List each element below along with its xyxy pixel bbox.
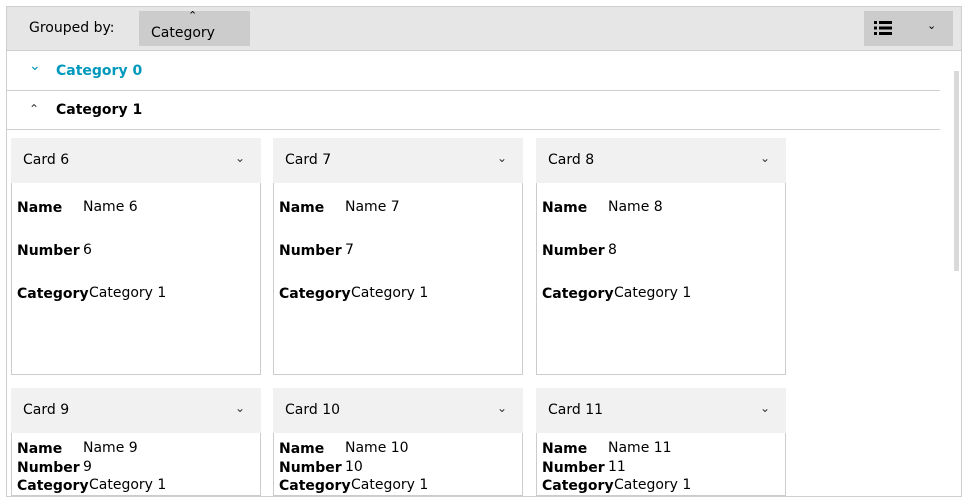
field-value: Category 1 xyxy=(614,285,692,301)
field-value: 7 xyxy=(345,242,354,258)
field-value: Category 1 xyxy=(614,477,692,493)
card[interactable]: Card 9 ⌄ Name Name 9 Number 9 Category Categ… xyxy=(11,388,261,496)
field-value: 6 xyxy=(83,242,92,258)
field-label: Name xyxy=(542,200,588,216)
card[interactable]: Card 10 ⌄ Name Name 10 Number 10 Category Ca… xyxy=(273,388,523,496)
field-label: Category xyxy=(279,478,351,494)
chevron-down-icon[interactable]: ⌄ xyxy=(759,401,770,415)
chevron-up-icon[interactable]: ⌃ xyxy=(188,9,198,22)
field-value: Category 1 xyxy=(351,285,429,301)
group-chip-category[interactable]: ⌃ Category xyxy=(139,9,250,46)
group-header-category-1[interactable]: ⌃ Category 1 xyxy=(7,91,940,130)
chevron-down-icon[interactable]: ⌄ xyxy=(234,151,245,165)
field-label: Category xyxy=(542,478,614,494)
field-value: Category 1 xyxy=(89,285,167,301)
field-label: Name xyxy=(17,441,63,457)
chevron-down-icon[interactable]: ⌄ xyxy=(234,401,245,415)
card[interactable]: Card 7 ⌄ Name Name 7 Number 7 Category Categ… xyxy=(273,138,523,375)
card-title: Card 10 xyxy=(285,402,341,418)
chevron-down-icon[interactable]: ⌄ xyxy=(496,401,507,415)
field-value: 9 xyxy=(83,459,92,475)
field-value: Name 8 xyxy=(608,199,663,215)
card[interactable]: Card 8 ⌄ Name Name 8 Number 8 Category Categ… xyxy=(536,138,786,375)
card-header[interactable]: Card 7 ⌄ xyxy=(273,138,523,183)
field-label: Number xyxy=(542,243,605,259)
field-label: Category xyxy=(542,286,614,302)
grouped-by-label: Grouped by: xyxy=(29,20,115,36)
groups-panel: ⌄ Category 0 ⌃ Category 1 Card 6 ⌄ Name Na… xyxy=(7,52,961,496)
group-chip-label: Category xyxy=(151,25,215,41)
card-header[interactable]: Card 10 ⌄ xyxy=(273,388,523,433)
list-icon xyxy=(874,21,892,35)
field-label: Number xyxy=(279,243,342,259)
card-header[interactable]: Card 11 ⌄ xyxy=(536,388,786,433)
field-label: Name xyxy=(279,200,325,216)
card-title: Card 7 xyxy=(285,152,332,168)
group-title: Category 0 xyxy=(56,63,143,79)
field-label: Category xyxy=(17,286,89,302)
field-value: Category 1 xyxy=(351,477,429,493)
field-value: Name 9 xyxy=(83,440,138,456)
card[interactable]: Card 6 ⌄ Name Name 6 Number 6 Category Categ… xyxy=(11,138,261,375)
card-header[interactable]: Card 9 ⌄ xyxy=(11,388,261,433)
chevron-down-icon[interactable]: ⌄ xyxy=(759,151,770,165)
group-title: Category 1 xyxy=(56,102,143,118)
card-title: Card 6 xyxy=(23,152,70,168)
field-value: Name 6 xyxy=(83,199,138,215)
field-label: Name xyxy=(279,441,325,457)
card-title: Card 8 xyxy=(548,152,595,168)
group-header-category-0[interactable]: ⌄ Category 0 xyxy=(7,52,940,91)
chevron-up-icon[interactable]: ⌃ xyxy=(29,102,40,116)
field-label: Number xyxy=(17,460,80,476)
field-label: Category xyxy=(279,286,351,302)
card-header[interactable]: Card 6 ⌄ xyxy=(11,138,261,183)
card-header[interactable]: Card 8 ⌄ xyxy=(536,138,786,183)
card-title: Card 9 xyxy=(23,402,70,418)
field-value: Name 10 xyxy=(345,440,409,456)
field-value: Name 7 xyxy=(345,199,400,215)
field-value: 11 xyxy=(608,459,626,475)
field-label: Number xyxy=(279,460,342,476)
card-title: Card 11 xyxy=(548,402,604,418)
card[interactable]: Card 11 ⌄ Name Name 11 Number 11 Category Ca… xyxy=(536,388,786,496)
field-label: Name xyxy=(17,200,63,216)
field-value: 8 xyxy=(608,242,617,258)
grouping-toolbar: Grouped by: ⌃ Category ⌄ xyxy=(7,7,961,51)
field-value: Category 1 xyxy=(89,477,167,493)
field-value: Name 11 xyxy=(608,440,672,456)
field-label: Number xyxy=(542,460,605,476)
chevron-down-icon[interactable]: ⌄ xyxy=(496,151,507,165)
view-mode-button[interactable]: ⌄ xyxy=(864,11,953,46)
vertical-scrollbar[interactable] xyxy=(954,71,959,271)
field-label: Name xyxy=(542,441,588,457)
chevron-down-icon[interactable]: ⌄ xyxy=(29,58,41,74)
chevron-down-icon[interactable]: ⌄ xyxy=(927,19,937,32)
field-label: Category xyxy=(17,478,89,494)
field-value: 10 xyxy=(345,459,363,475)
field-label: Number xyxy=(17,243,80,259)
card-view: Grouped by: ⌃ Category ⌄ ⌄ Category 0 ⌃ … xyxy=(6,6,962,497)
